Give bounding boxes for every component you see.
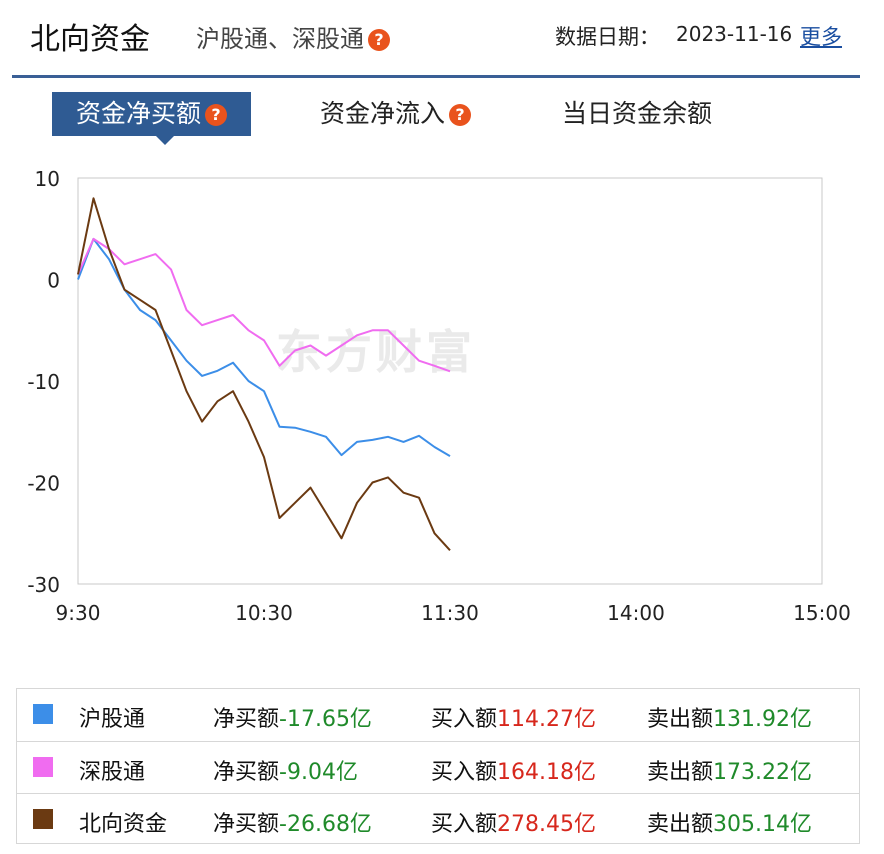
tab-balance-label: 当日资金余额 [562, 99, 713, 128]
net-buy-value: -26.68亿 [279, 812, 372, 837]
series-line-2 [77, 197, 451, 551]
net-buy-cell: 净买额-26.68亿 [213, 806, 372, 838]
summary-row-sh: 沪股通 净买额-17.65亿 买入额114.27亿 卖出额131.92亿 [17, 689, 859, 741]
subtitle-text: 沪股通、深股通 [196, 25, 364, 53]
sell-label: 卖出额 [647, 707, 714, 732]
y-tick-label: -20 [27, 472, 60, 496]
help-icon[interactable]: ? [368, 29, 390, 51]
tab-net-buy-label: 资金净买额 [76, 99, 202, 128]
summary-table: 沪股通 净买额-17.65亿 买入额114.27亿 卖出额131.92亿 深股通… [16, 688, 860, 844]
series-line-0 [77, 237, 451, 457]
tab-net-buy[interactable]: 资金净买额? [52, 92, 252, 136]
net-buy-value: -9.04亿 [279, 760, 358, 785]
sell-value: 305.14亿 [713, 812, 812, 837]
buy-cell: 买入额164.18亿 [431, 754, 596, 786]
net-buy-label: 净买额 [213, 707, 280, 732]
y-tick-label: -30 [27, 573, 60, 597]
y-tick-label: 10 [35, 167, 60, 191]
date-label: 数据日期： [555, 25, 660, 49]
net-buy-cell: 净买额-17.65亿 [213, 701, 372, 733]
line-chart: 10 0 -10 -20 -30 9:30 10:30 11:30 14:00 15:00 [27, 167, 851, 625]
sell-value: 131.92亿 [713, 707, 812, 732]
buy-label: 买入额 [431, 707, 498, 732]
y-tick-label: -10 [27, 370, 60, 394]
sell-cell: 卖出额305.14亿 [647, 806, 812, 838]
row-name: 沪股通 [79, 707, 146, 732]
sell-label: 卖出额 [647, 812, 714, 837]
buy-label: 买入额 [431, 812, 498, 837]
sell-cell: 卖出额173.22亿 [647, 754, 812, 786]
buy-value: 278.45亿 [497, 812, 596, 837]
legend-swatch-sz [33, 757, 53, 777]
more-link[interactable]: 更多 [800, 25, 842, 49]
page-header: 北向资金 沪股通、深股通? 数据日期： 2023-11-16 更多 [0, 0, 884, 78]
net-buy-label: 净买额 [213, 760, 280, 785]
legend-swatch-sh [33, 704, 53, 724]
buy-label: 买入额 [431, 760, 498, 785]
tab-net-inflow-label: 资金净流入 [320, 99, 446, 128]
sell-label: 卖出额 [647, 760, 714, 785]
sell-cell: 卖出额131.92亿 [647, 701, 812, 733]
tab-balance[interactable]: 当日资金余额 [562, 92, 712, 136]
page-title: 北向资金 [30, 22, 150, 57]
tab-bar: 资金净买额? 资金净流入? 当日资金余额 [0, 92, 884, 148]
x-tick-label: 10:30 [235, 601, 293, 625]
watermark: 东方财富 [276, 325, 476, 379]
help-icon[interactable]: ? [449, 104, 472, 126]
summary-row-north: 北向资金 净买额-26.68亿 买入额278.45亿 卖出额305.14亿 [17, 793, 859, 845]
series-line-1 [77, 237, 451, 373]
tab-net-inflow[interactable]: 资金净流入? [320, 92, 472, 136]
x-tick-label: 11:30 [421, 601, 479, 625]
net-buy-cell: 净买额-9.04亿 [213, 754, 358, 786]
x-tick-label: 9:30 [56, 601, 101, 625]
chart-area: 东方财富 10 0 -10 -20 -30 9:30 10:30 11:30 14:00 15:0… [0, 160, 884, 640]
row-name: 北向资金 [79, 812, 168, 837]
buy-value: 164.18亿 [497, 760, 596, 785]
plot-frame [77, 177, 823, 585]
help-icon[interactable]: ? [205, 104, 228, 126]
summary-row-sz: 深股通 净买额-9.04亿 买入额164.18亿 卖出额173.22亿 [17, 741, 859, 793]
buy-value: 114.27亿 [497, 707, 596, 732]
row-name: 深股通 [79, 760, 146, 785]
active-tab-pointer [156, 136, 174, 145]
x-tick-label: 14:00 [607, 601, 665, 625]
page-subtitle: 沪股通、深股通? [196, 19, 390, 54]
y-tick-label: 0 [47, 269, 60, 293]
x-tick-label: 15:00 [793, 601, 851, 625]
buy-cell: 买入额278.45亿 [431, 806, 596, 838]
net-buy-label: 净买额 [213, 812, 280, 837]
buy-cell: 买入额114.27亿 [431, 701, 596, 733]
legend-swatch-north [33, 809, 53, 829]
sell-value: 173.22亿 [713, 760, 812, 785]
header-divider [12, 75, 860, 78]
net-buy-value: -17.65亿 [279, 707, 372, 732]
date-value: 2023-11-16 [676, 22, 793, 46]
